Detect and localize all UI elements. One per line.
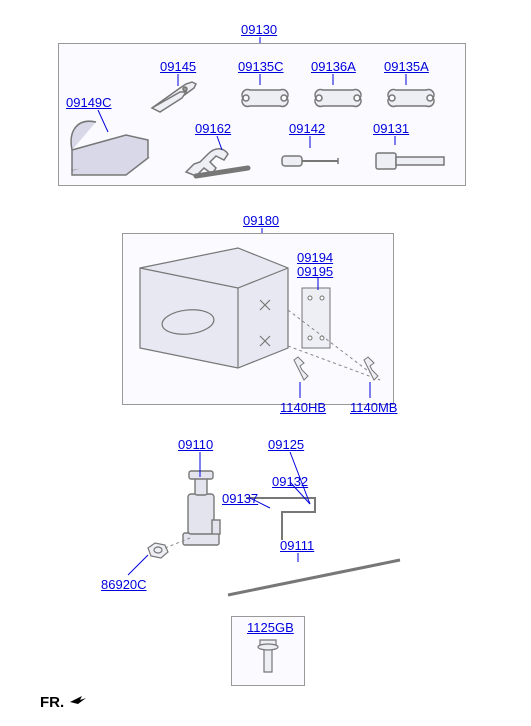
- part-label-09142[interactable]: 09142: [289, 121, 325, 136]
- part-label-09131[interactable]: 09131: [373, 121, 409, 136]
- fr-label: FR.: [40, 694, 64, 711]
- part-label-09132[interactable]: 09132: [272, 474, 308, 489]
- part-label-09135A[interactable]: 09135A: [384, 59, 429, 74]
- part-label-1140MB[interactable]: 1140MB: [350, 400, 397, 415]
- bar-icon: [228, 560, 400, 595]
- part-label-09195[interactable]: 09195: [297, 264, 333, 279]
- dash-nut: [165, 538, 190, 548]
- nut-icon: [148, 543, 168, 558]
- part-label-09145[interactable]: 09145: [160, 59, 196, 74]
- part-label-09130[interactable]: 09130: [241, 22, 277, 37]
- part-label-09162[interactable]: 09162: [195, 121, 231, 136]
- part-label-09110[interactable]: 09110: [178, 437, 213, 452]
- part-label-1125GB[interactable]: 1125GB: [247, 620, 294, 635]
- jack-icon: [183, 471, 220, 545]
- fr-arrow-icon: [68, 692, 88, 706]
- part-label-09111[interactable]: 09111: [280, 538, 314, 553]
- part-label-86920C[interactable]: 86920C: [101, 577, 147, 592]
- part-label-09136A[interactable]: 09136A: [311, 59, 356, 74]
- part-label-09137[interactable]: 09137: [222, 491, 258, 506]
- part-label-09194[interactable]: 09194: [297, 250, 333, 265]
- jack-case-frame: [122, 233, 394, 405]
- part-label-09180[interactable]: 09180: [243, 213, 279, 228]
- part-label-09125[interactable]: 09125: [268, 437, 304, 452]
- part-label-09149C[interactable]: 09149C: [66, 95, 112, 110]
- part-label-09135C[interactable]: 09135C: [238, 59, 284, 74]
- part-label-1140HB[interactable]: 1140HB: [280, 400, 326, 415]
